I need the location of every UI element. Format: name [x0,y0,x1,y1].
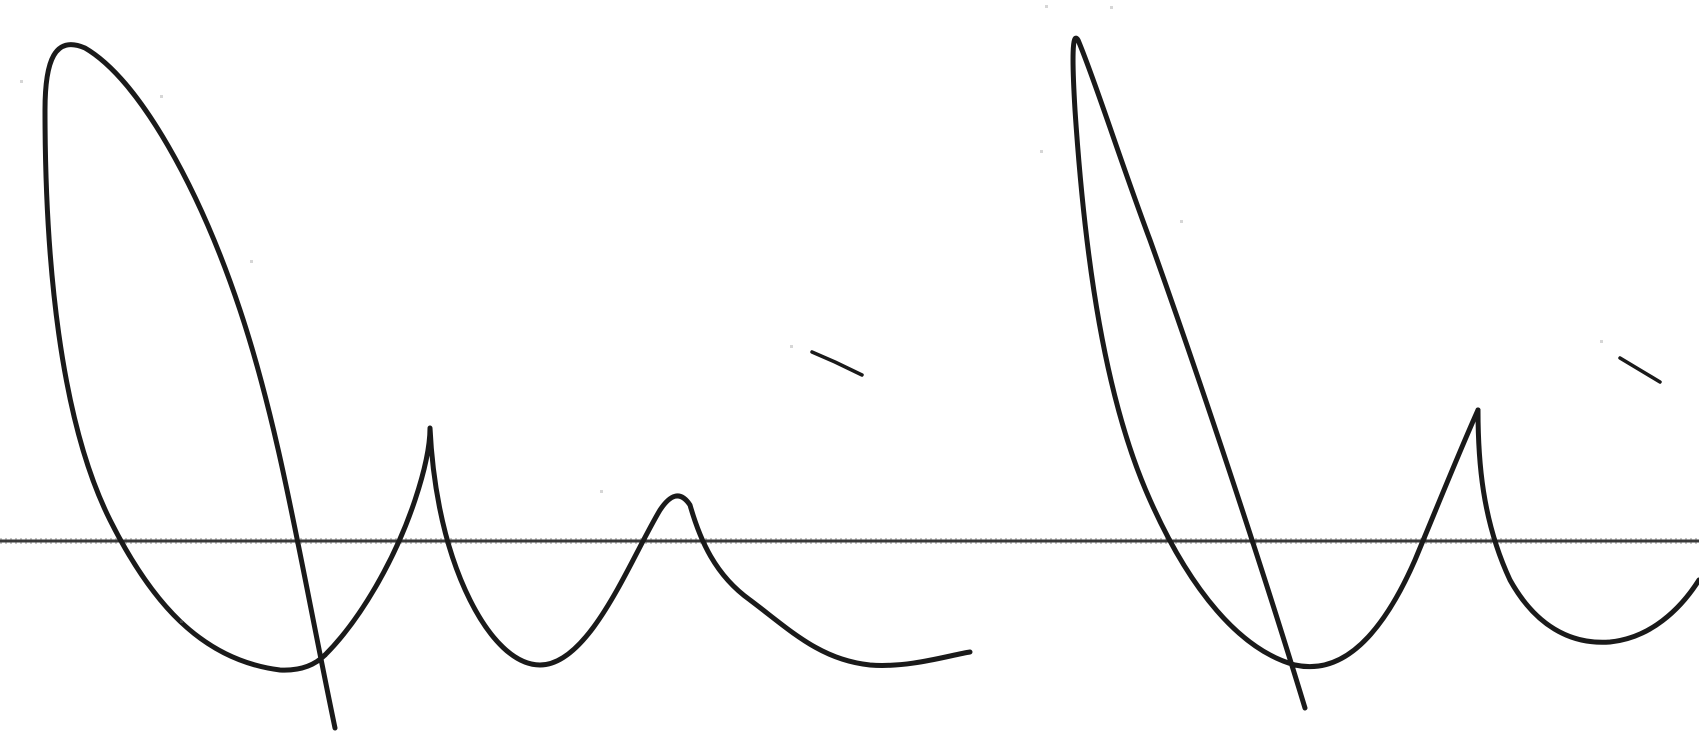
scan-noise [20,5,1603,623]
signature-dot-2 [1618,356,1662,384]
signature-stroke-loop-2 [1070,35,1481,711]
signature-stroke-loop-1 [42,42,338,731]
signature-dot-1 [810,350,864,377]
signature-stroke-hump-1 [322,425,973,668]
signature-stroke-hump-2 [1475,407,1699,645]
